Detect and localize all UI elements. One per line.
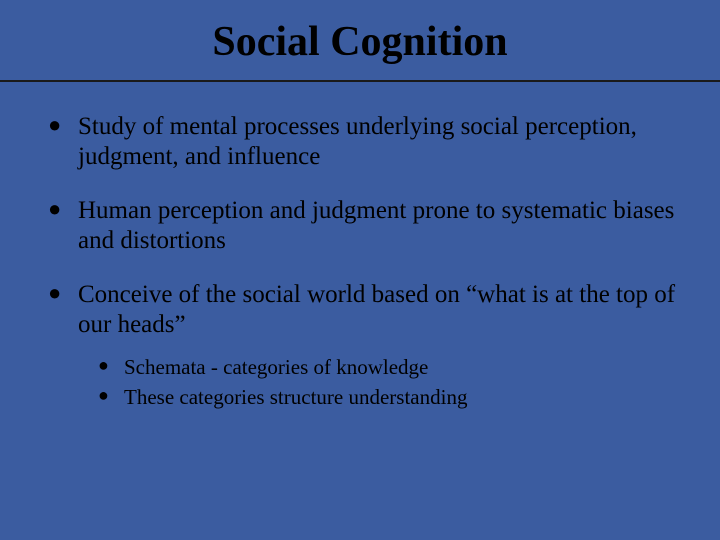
sub-bullet-list: Schemata - categories of knowledge These… bbox=[78, 354, 680, 411]
bullet-item: Conceive of the social world based on “w… bbox=[48, 280, 680, 411]
title-divider bbox=[0, 80, 720, 82]
bullet-text: Study of mental processes underlying soc… bbox=[78, 113, 637, 170]
sub-bullet-text: Schemata - categories of knowledge bbox=[124, 355, 428, 379]
slide: Social Cognition Study of mental process… bbox=[0, 0, 720, 540]
sub-bullet-item: Schemata - categories of knowledge bbox=[98, 354, 680, 380]
bullet-text: Conceive of the social world based on “w… bbox=[78, 281, 675, 338]
bullet-item: Human perception and judgment prone to s… bbox=[48, 196, 680, 256]
bullet-list: Study of mental processes underlying soc… bbox=[40, 112, 680, 411]
sub-bullet-item: These categories structure understanding bbox=[98, 384, 680, 410]
bullet-item: Study of mental processes underlying soc… bbox=[48, 112, 680, 172]
bullet-text: Human perception and judgment prone to s… bbox=[78, 197, 674, 254]
slide-title: Social Cognition bbox=[40, 18, 680, 66]
sub-bullet-text: These categories structure understanding bbox=[124, 385, 467, 409]
